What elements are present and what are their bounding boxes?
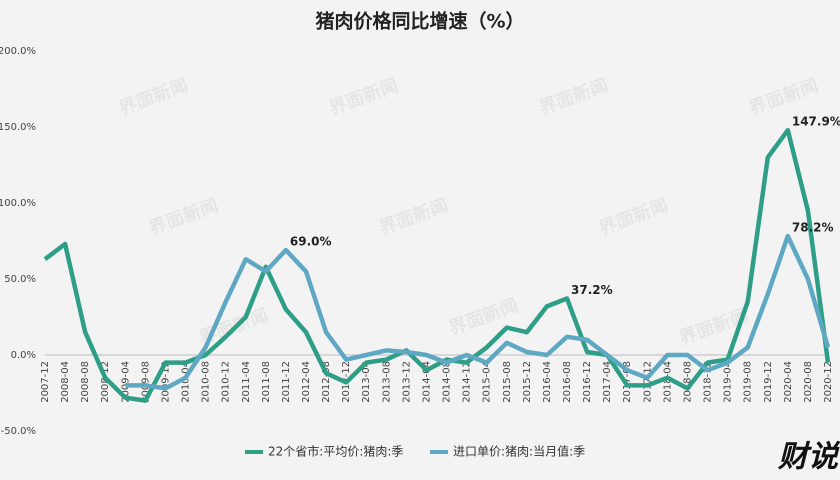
x-tick-label: 2011-08: [261, 361, 272, 403]
x-tick-label: 2011-12: [281, 361, 292, 403]
x-tick-label: 2007-12: [40, 361, 51, 403]
x-tick-label: 2015-12: [522, 361, 533, 403]
x-tick-label: 2010-12: [221, 361, 232, 403]
x-tick-label: 2014-08: [442, 361, 453, 403]
x-tick-label: 2013-12: [401, 361, 412, 403]
x-tick-label: 2014-12: [462, 361, 473, 403]
watermark: 界面新闻: [596, 194, 671, 239]
x-tick-label: 2009-04: [120, 361, 131, 403]
watermark: 界面新闻: [446, 294, 521, 339]
watermark: 界面新闻: [116, 74, 191, 119]
x-tick-label: 2016-12: [582, 361, 593, 403]
legend-label: 进口单价:猪肉:当月值:季: [453, 444, 585, 459]
x-tick-label: 2015-08: [502, 361, 513, 403]
x-tick-label: 2008-12: [100, 361, 111, 403]
x-tick-label: 2009-12: [160, 361, 171, 403]
x-tick-label: 2020-12: [823, 361, 834, 403]
x-tick-label: 2018-04: [662, 361, 673, 403]
x-tick-label: 2019-04: [723, 361, 734, 403]
x-tick-label: 2020-04: [783, 361, 794, 403]
y-tick-label: -50.0%: [1, 426, 36, 437]
y-tick-label: 50.0%: [4, 274, 36, 285]
watermark: 界面新闻: [536, 74, 611, 119]
x-tick-label: 2017-08: [622, 361, 633, 403]
data-label: 78.2%: [792, 221, 834, 235]
x-tick-label: 2013-04: [361, 361, 372, 403]
x-tick-label: 2013-08: [381, 361, 392, 403]
y-tick-label: 100.0%: [0, 198, 36, 209]
x-tick-label: 2010-08: [201, 361, 212, 403]
series-line: [43, 127, 831, 403]
x-tick-label: 2016-04: [542, 361, 553, 403]
x-tick-label: 2012-04: [301, 361, 312, 403]
watermark: 界面新闻: [326, 74, 401, 119]
y-tick-label: 0.0%: [11, 350, 36, 361]
watermark: 界面新闻: [146, 194, 221, 239]
x-tick-label: 2015-04: [482, 361, 493, 403]
x-tick-label: 2019-08: [743, 361, 754, 403]
chart-title: 猪肉价格同比增速（%）: [314, 10, 524, 33]
data-label: 147.9%: [792, 115, 840, 129]
x-tick-label: 2017-04: [602, 361, 613, 403]
x-tick-label: 2011-04: [241, 361, 252, 403]
x-tick-label: 2018-08: [682, 361, 693, 403]
series-line: [125, 233, 831, 391]
data-label: 37.2%: [571, 283, 613, 297]
legend-label: 22个省市:平均价:猪肉:季: [268, 444, 403, 459]
x-tick-label: 2012-08: [321, 361, 332, 403]
x-tick-label: 2017-12: [642, 361, 653, 403]
data-label: 69.0%: [290, 235, 332, 249]
x-tick-label: 2019-12: [763, 361, 774, 403]
x-tick-label: 2008-08: [80, 361, 91, 403]
x-tick-label: 2018-12: [703, 361, 714, 403]
logo: 财说: [777, 440, 840, 475]
x-tick-label: 2020-08: [803, 361, 814, 403]
y-tick-label: 200.0%: [0, 46, 36, 57]
y-tick-label: 150.0%: [0, 122, 36, 133]
x-tick-label: 2014-04: [421, 361, 432, 403]
x-tick-label: 2009-08: [140, 361, 151, 403]
watermark: 界面新闻: [746, 74, 821, 119]
x-tick-label: 2016-08: [562, 361, 573, 403]
x-tick-label: 2010-04: [181, 361, 192, 403]
x-tick-label: 2008-04: [60, 361, 71, 403]
watermark: 界面新闻: [376, 194, 451, 239]
